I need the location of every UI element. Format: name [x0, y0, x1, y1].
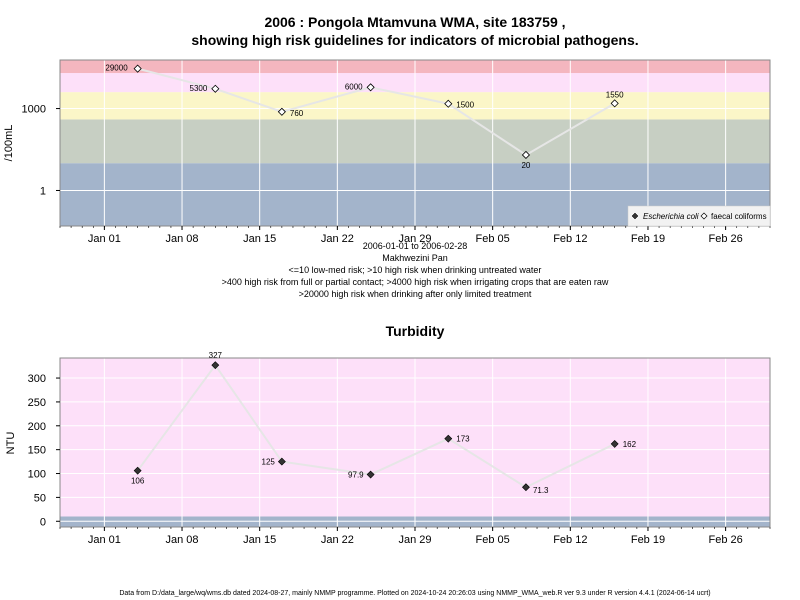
- data-label: 71.3: [533, 486, 549, 495]
- data-label: 173: [456, 435, 470, 444]
- y-tick-label: 200: [28, 421, 46, 433]
- x-tick-label: Feb 26: [709, 233, 743, 245]
- microbial-panel: Jan 01 Jan 08 Jan 15 Jan 22 Jan 29 Feb 05 Feb …: [3, 59, 771, 245]
- legend-box: [627, 205, 771, 227]
- x-tick-label: Jan 15: [243, 534, 276, 546]
- data-point: [133, 64, 142, 73]
- chart-title-line1: 2006 : Pongola Mtamvuna WMA, site 183759…: [264, 14, 565, 30]
- x-tick-label: Jan 22: [321, 233, 354, 245]
- data-point: [610, 440, 619, 448]
- data-label: 1500: [456, 101, 474, 110]
- data-label: 106: [131, 477, 145, 486]
- data-point: [366, 470, 375, 479]
- data-point: [366, 83, 375, 92]
- x-tick-label: Feb 19: [631, 534, 665, 546]
- data-point: [277, 457, 286, 466]
- site-name-caption: Makhwezini Pan: [382, 253, 448, 263]
- data-point: [522, 483, 530, 492]
- legend-marker-filled: [631, 212, 639, 220]
- y-tick-label: 250: [28, 397, 46, 409]
- data-label: 1550: [606, 90, 624, 99]
- x-tick-label: Jan 29: [398, 233, 431, 245]
- panel-title: Turbidity: [386, 323, 445, 339]
- y-tick-label: 1000: [22, 104, 46, 116]
- y-tick-label: 0: [40, 516, 46, 528]
- date-range-caption: 2006-01-01 to 2006-02-28: [363, 241, 468, 251]
- x-tick-label: Jan 01: [88, 233, 121, 245]
- legend-marker-open: [700, 212, 708, 220]
- x-tick-label: Jan 08: [166, 233, 199, 245]
- data-point: [211, 361, 220, 370]
- y-tick-label: 50: [34, 492, 46, 504]
- y-axis-label: /100mL: [3, 125, 15, 162]
- risk-caption-line1: <=10 low-med risk; >10 high risk when dr…: [289, 265, 542, 275]
- x-tick-label: Jan 01: [88, 534, 121, 546]
- turbidity-panel: Jan 01 Jan 08 Jan 15 Jan 22 Jan 29 Feb 05 Feb …: [5, 323, 771, 546]
- risk-caption-line3: >20000 high risk when drinking after onl…: [299, 289, 532, 299]
- data-label: 97.9: [348, 471, 364, 480]
- x-tick-label: Feb 19: [631, 233, 665, 245]
- data-source-footer: Data from D:/data_large/wq/wms.db dated …: [119, 590, 710, 597]
- x-tick-label: Feb 05: [476, 534, 510, 546]
- data-point: [444, 99, 453, 108]
- chart-title-line2: showing high risk guidelines for indicat…: [191, 32, 638, 48]
- x-tick-label: Jan 08: [166, 534, 199, 546]
- y-tick-label: 1: [40, 185, 46, 197]
- data-point: [610, 99, 619, 108]
- data-point: [211, 84, 220, 93]
- data-point: [444, 434, 453, 443]
- x-tick-label: Jan 15: [243, 233, 276, 245]
- data-point: [277, 107, 286, 116]
- y-tick-label: 100: [28, 469, 46, 481]
- data-point: [521, 150, 531, 160]
- data-label: 760: [290, 109, 304, 118]
- data-point: [133, 466, 142, 475]
- data-label: 5300: [190, 84, 208, 93]
- data-label: 327: [209, 351, 223, 360]
- x-tick-label: Jan 22: [321, 534, 354, 546]
- data-label: 20: [521, 161, 530, 170]
- data-label: 29000: [105, 64, 128, 73]
- x-tick-label: Feb 26: [709, 534, 743, 546]
- x-tick-label: Feb 12: [553, 534, 587, 546]
- y-axis-label: NTU: [5, 432, 17, 455]
- data-label: 125: [262, 458, 276, 467]
- data-label: 162: [623, 440, 637, 449]
- legend-label-ecoli: Escherichia coli: [643, 212, 699, 221]
- y-tick-label: 300: [28, 373, 46, 385]
- legend: Escherichia coli faecal coliforms: [627, 205, 771, 227]
- y-tick-label: 150: [28, 445, 46, 457]
- x-tick-label: Jan 29: [398, 534, 431, 546]
- data-label: 6000: [345, 82, 363, 91]
- legend-label-faecal: faecal coliforms: [711, 212, 767, 221]
- x-tick-label: Feb 12: [553, 233, 587, 245]
- x-tick-label: Feb 05: [476, 233, 510, 245]
- risk-caption-line2: >400 high risk from full or partial cont…: [222, 277, 609, 287]
